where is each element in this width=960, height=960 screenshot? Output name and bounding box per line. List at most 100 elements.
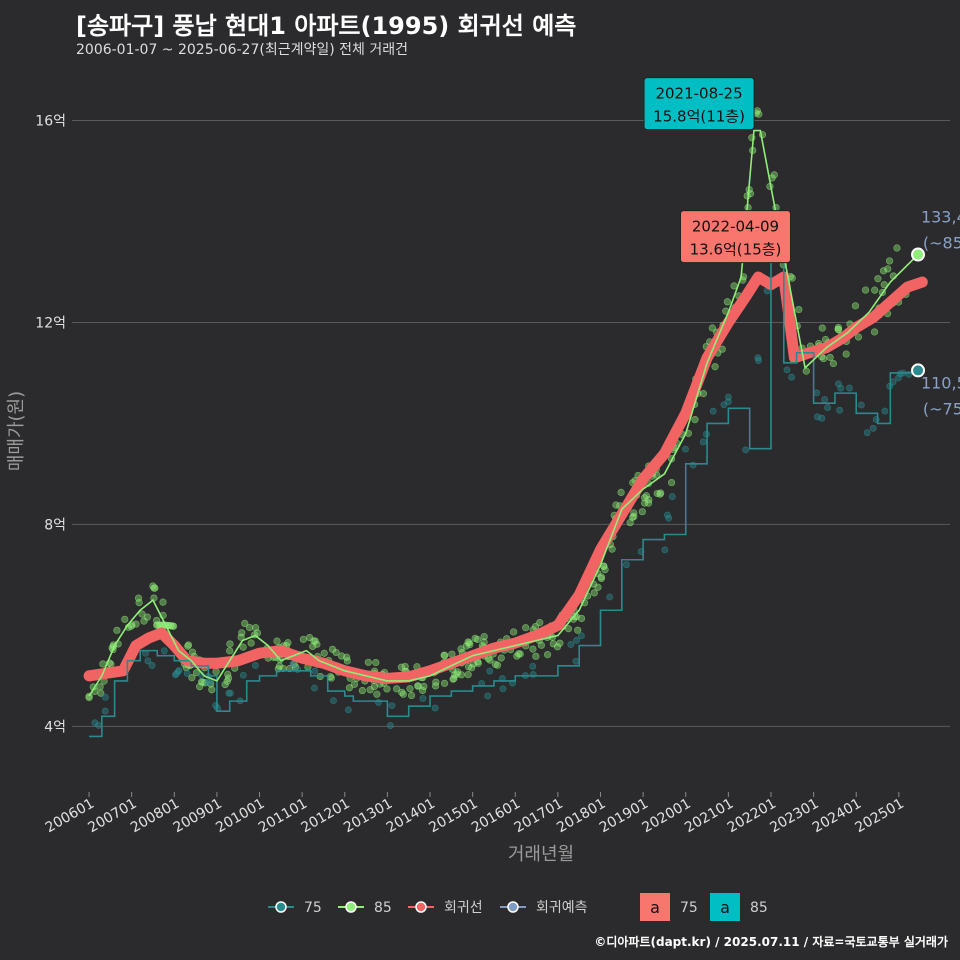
scatter-point-75	[709, 407, 717, 415]
scatter-point-75	[573, 636, 580, 644]
scatter-point-85	[617, 488, 625, 497]
scatter-point-85	[594, 583, 602, 591]
scatter-point-85	[667, 478, 676, 487]
scatter-point-85	[208, 686, 216, 694]
scatter-point-75	[499, 685, 507, 693]
scatter-point-85	[590, 589, 598, 597]
scatter-point-85	[574, 626, 582, 634]
y-tick-label: 16억	[35, 113, 66, 129]
scatter-point-85	[657, 489, 665, 497]
scatter-point-75	[836, 406, 844, 414]
scatter-point-85	[420, 682, 428, 690]
scatter-point-85	[199, 678, 207, 686]
peak-annotation-85: 2021-08-25 15.8억(11층)	[643, 77, 755, 131]
scatter-point-85	[414, 682, 422, 690]
scatter-point-75	[623, 561, 630, 569]
scatter-point-85	[135, 599, 143, 607]
scatter-point-75	[101, 693, 109, 701]
scatter-point-85	[851, 302, 860, 310]
scatter-point-85	[192, 669, 201, 677]
scatter-point-75	[529, 671, 537, 678]
scatter-point-85	[121, 615, 129, 623]
scatter-point-85	[564, 625, 573, 633]
scatter-point-75	[578, 632, 585, 640]
scatter-point-85	[153, 616, 161, 625]
scatter-point-85	[226, 647, 234, 655]
scatter-point-75	[388, 702, 396, 709]
scatter-layer	[85, 107, 913, 729]
scatter-point-85	[626, 519, 634, 527]
scatter-point-85	[188, 648, 197, 656]
annotation-box	[679, 210, 791, 264]
scatter-point-85	[834, 323, 843, 332]
scatter-point-85	[96, 683, 104, 691]
scatter-point-85	[723, 298, 731, 306]
end-label-value: 110,500	[921, 373, 960, 392]
scatter-point-75	[742, 446, 749, 454]
scatter-point-85	[245, 624, 254, 632]
scatter-point-75	[837, 384, 845, 392]
end-label-area: (~75㎡)	[923, 399, 960, 418]
scatter-point-75	[754, 354, 762, 362]
scatter-point-75	[387, 722, 394, 729]
scatter-point-85	[345, 684, 354, 692]
y-axis-title: 매매가(원)	[6, 391, 27, 471]
scatter-point-85	[343, 653, 351, 661]
legend-label: 회귀예측	[536, 900, 588, 916]
scatter-point-85	[320, 649, 328, 657]
scatter-point-85	[819, 354, 828, 363]
chart-subtitle: 2006-01-07 ~ 2025-06-27(최근계약일) 전체 거래건	[76, 42, 408, 58]
scatter-point-75	[783, 366, 791, 374]
scatter-point-85	[834, 326, 843, 334]
scatter-point-85	[510, 628, 518, 636]
peak-annotation-75: 2022-04-09 13.6억(15층)	[679, 210, 791, 264]
annotation-text: 15.8억(11층)	[653, 108, 745, 126]
scatter-point-85	[516, 650, 524, 658]
scatter-point-85	[372, 658, 380, 667]
scatter-point-85	[440, 679, 449, 687]
scatter-point-85	[151, 584, 159, 592]
scatter-point-85	[328, 645, 337, 653]
legend-label: 85	[374, 900, 392, 916]
scatter-point-75	[821, 396, 829, 403]
scatter-point-85	[880, 281, 888, 289]
scatter-point-75	[895, 374, 902, 382]
legend-label: 회귀선	[444, 900, 483, 916]
series-line-75	[89, 240, 919, 738]
x-axis-title: 거래년월	[508, 844, 574, 865]
legend: 75 85 회귀선 회귀예측 a 75 a 85	[268, 893, 768, 921]
scatter-point-85	[480, 638, 488, 646]
scatter-point-85	[644, 499, 653, 507]
scatter-point-75	[682, 445, 689, 453]
scatter-point-85	[184, 641, 193, 649]
grid-layer	[72, 119, 950, 727]
scatter-point-75	[225, 689, 233, 697]
scatter-point-75	[431, 704, 439, 712]
scatter-point-85	[513, 652, 521, 660]
y-tick-label: 12억	[35, 315, 66, 331]
scatter-point-75	[91, 719, 99, 727]
scatter-point-85	[343, 657, 351, 665]
scatter-point-85	[656, 490, 664, 498]
scatter-point-85	[299, 635, 307, 643]
scatter-point-85	[113, 626, 121, 634]
scatter-point-85	[577, 614, 586, 623]
scatter-point-85	[159, 598, 167, 606]
scatter-point-85	[383, 685, 391, 693]
scatter-point-75	[174, 668, 182, 675]
scatter-point-75	[699, 438, 707, 446]
scatter-point-85	[132, 620, 140, 628]
scatter-point-85	[826, 353, 834, 362]
scatter-point-85	[138, 610, 146, 618]
scatter-point-75	[881, 407, 889, 415]
scatter-point-85	[491, 660, 499, 668]
scatter-point-85	[871, 286, 879, 294]
legend-item-forecast: 회귀예측	[500, 900, 588, 916]
scatter-point-85	[464, 671, 472, 679]
scatter-point-75	[788, 373, 796, 381]
x-tick-label: 202501	[853, 796, 907, 837]
scatter-point-85	[743, 192, 751, 200]
scatter-point-85	[311, 637, 319, 645]
scatter-point-85	[532, 652, 540, 660]
legend-key-glyph: a	[650, 898, 660, 917]
